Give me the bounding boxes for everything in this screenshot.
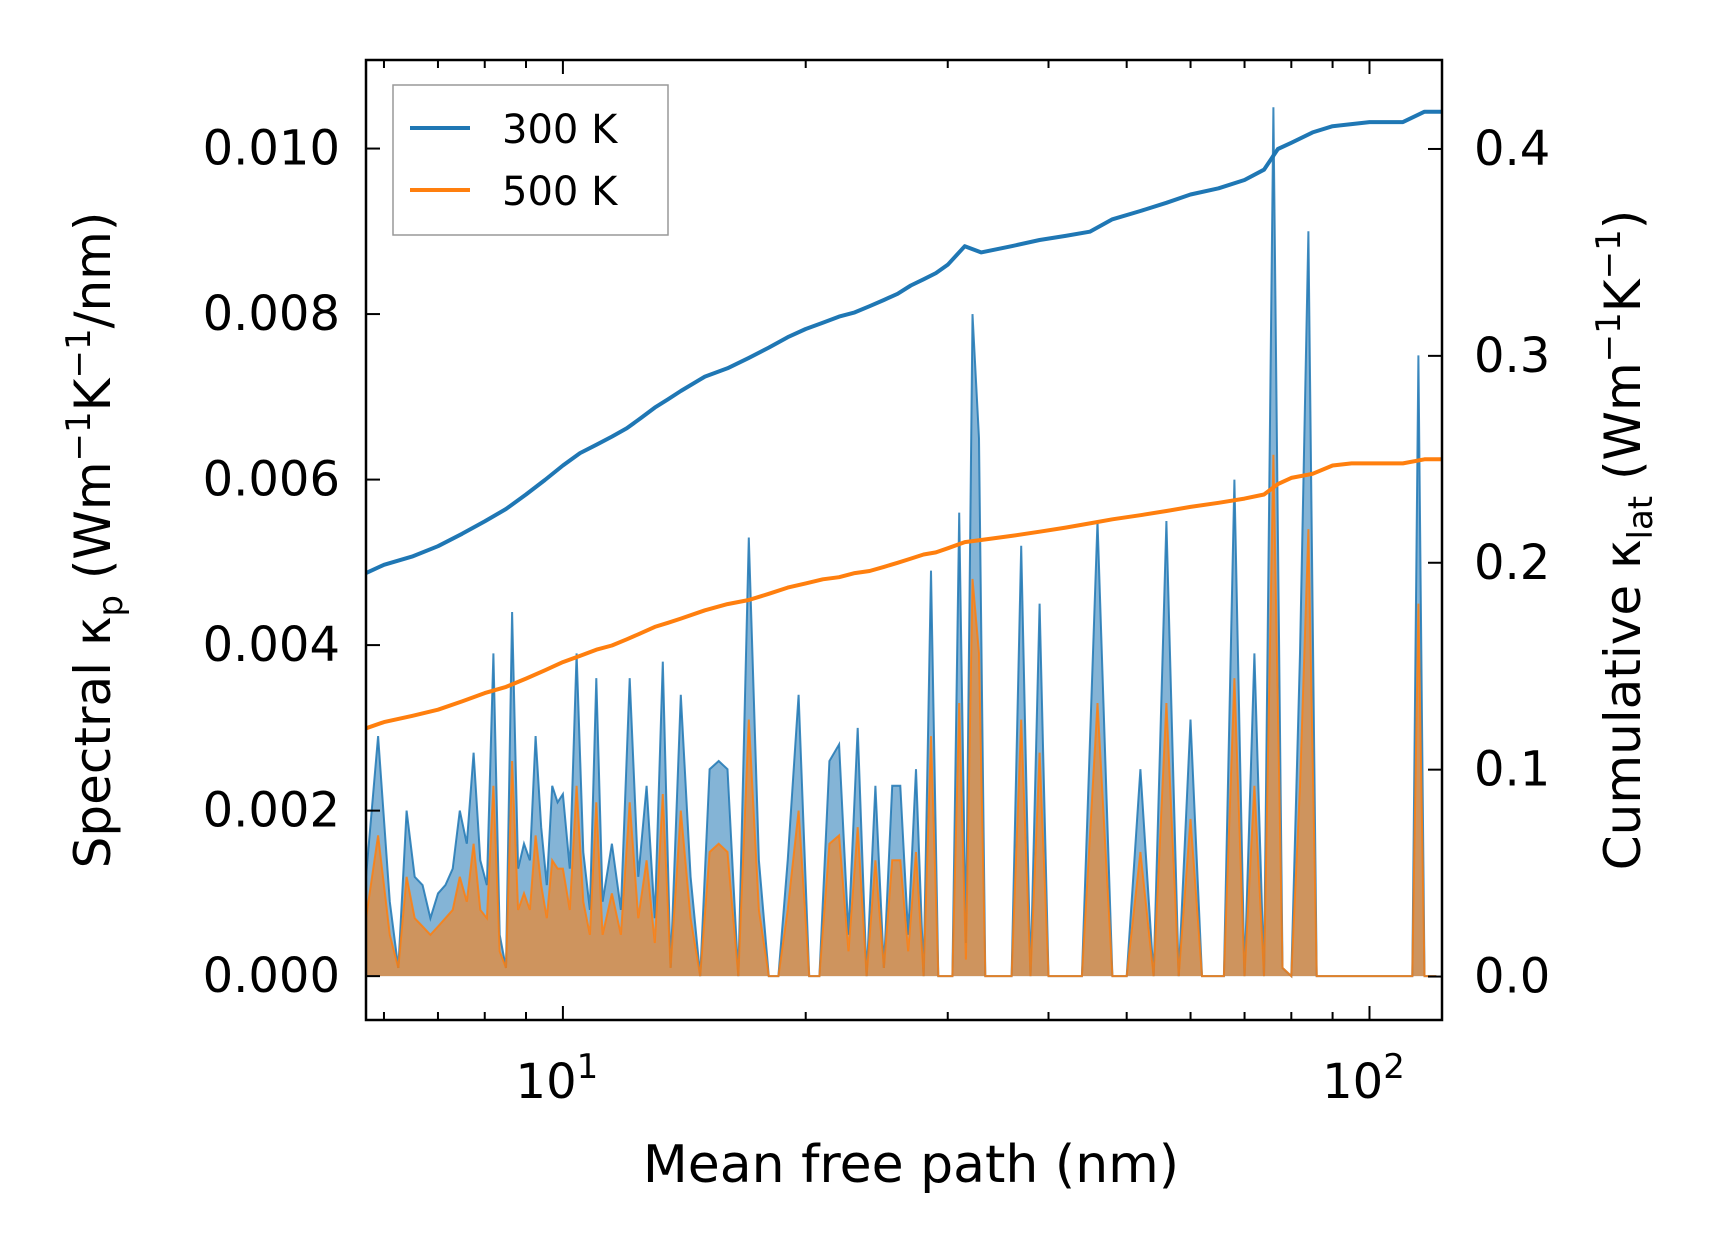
right-y-tick-label: 0.1 <box>1474 742 1550 798</box>
x-axis-ticks: 101 102 <box>382 60 1405 1110</box>
spectral-lines <box>365 107 1437 979</box>
x-tick-label-base: 10 <box>1322 1054 1383 1110</box>
left-y-tick-label: 0.000 <box>203 948 340 1004</box>
left-y-tick-label: 0.008 <box>203 286 340 342</box>
right-y-axis-ticks: 0.0 0.1 0.2 0.3 0.4 <box>1428 121 1550 1005</box>
legend-label-300k: 300 K <box>502 107 619 153</box>
right-y-tick-label: 0.3 <box>1474 328 1550 384</box>
left-y-tick-label: 0.006 <box>203 452 340 508</box>
x-tick-label-base: 10 <box>516 1054 577 1110</box>
right-y-tick-label: 0.0 <box>1474 949 1550 1005</box>
right-y-axis-label: Cumulative κlat (Wm−1K−1) <box>1589 210 1661 870</box>
x-axis-label: Mean free path (nm) <box>643 1135 1179 1195</box>
cumulative-lines <box>365 109 1442 731</box>
cumulative-line-500k <box>365 457 1442 731</box>
right-y-tick-label: 0.4 <box>1474 121 1550 177</box>
left-y-axis-label: Spectral κp (Wm−1K−1/nm) <box>59 212 131 869</box>
x-tick-label-exponent: 2 <box>1383 1047 1405 1087</box>
legend-label-500k: 500 K <box>502 169 619 215</box>
left-y-tick-label: 0.010 <box>203 121 340 177</box>
left-y-tick-label: 0.004 <box>203 617 340 673</box>
left-y-tick-label: 0.002 <box>203 783 340 839</box>
x-tick-label: 101 <box>516 1047 599 1110</box>
left-y-axis-ticks: 0.000 0.002 0.004 0.006 0.008 0.010 <box>203 121 380 1004</box>
legend: 300 K 500 K <box>392 84 669 236</box>
cumulative-line-300k <box>365 109 1442 575</box>
spectral-line-500k <box>365 454 1437 979</box>
x-tick-label-exponent: 1 <box>577 1047 599 1087</box>
right-y-tick-label: 0.2 <box>1474 535 1550 591</box>
legend-box <box>392 84 669 236</box>
spectral-line-300k <box>365 107 1437 979</box>
spectral-fill-500k <box>366 454 1437 977</box>
x-tick-label: 102 <box>1322 1047 1405 1110</box>
plot-frame <box>364 58 1444 1022</box>
